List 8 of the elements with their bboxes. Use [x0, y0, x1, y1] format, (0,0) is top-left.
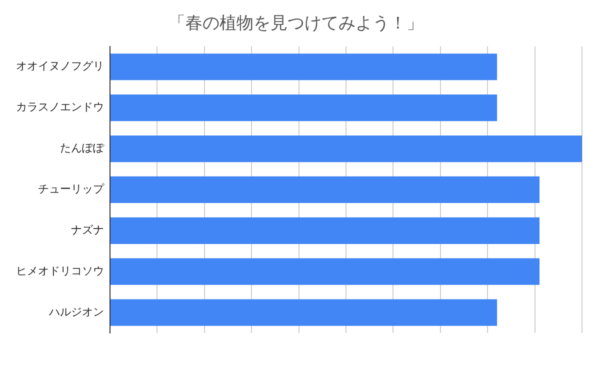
y-tick-label: カラスノエンドウ — [16, 100, 104, 114]
y-tick-label: ヒメオドリコソウ — [16, 264, 104, 278]
chart-title: 「春の植物を見つけてみよう！」 — [168, 14, 424, 34]
y-tick-label: オオイヌノフグリ — [16, 60, 104, 73]
y-tick-label: ハルジオン — [48, 305, 104, 318]
y-tick-label: ナズナ — [71, 224, 104, 236]
y-tick-label: たんぽぽ — [60, 142, 105, 155]
y-tick-label: チューリップ — [38, 182, 105, 196]
